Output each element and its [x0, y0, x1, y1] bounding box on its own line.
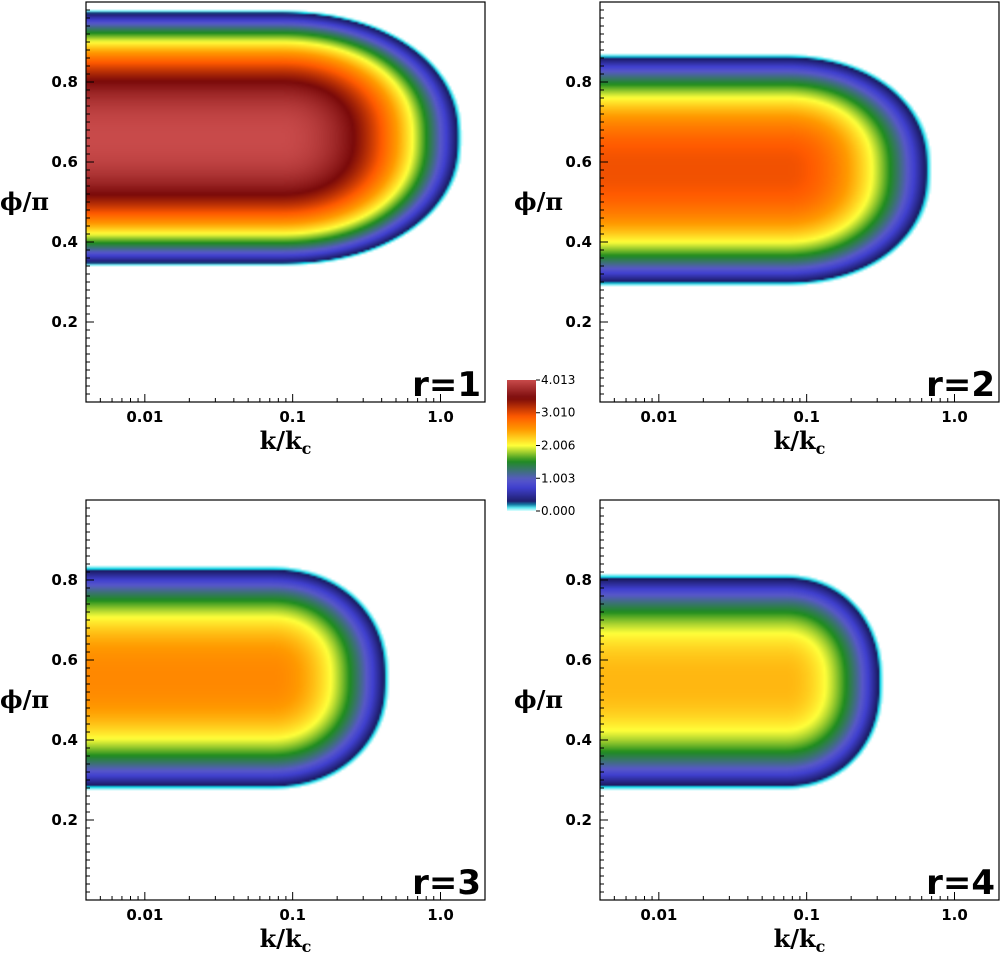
y-tick-label: 0.8	[565, 571, 592, 589]
x-tick-label: 0.1	[279, 408, 306, 426]
x-tick-label: 0.01	[640, 408, 677, 426]
x-tick-label: 0.01	[640, 906, 677, 924]
y-tick-label: 0.2	[565, 313, 592, 331]
heatmap-image	[86, 2, 485, 402]
y-tick-label: 0.6	[51, 153, 78, 171]
colorbar-gradient	[507, 380, 536, 511]
x-tick-label: 0.1	[793, 906, 820, 924]
y-tick-label: 0.2	[51, 313, 78, 331]
y-tick-label: 0.4	[51, 233, 78, 251]
x-tick-label: 1.0	[427, 408, 454, 426]
panel-label: r=4	[926, 863, 995, 903]
heatmap-panel-3: 0.01 0.1 1.0 0.2 0.4 0.6 0.8 k/kc ϕ/π r=3	[0, 499, 486, 953]
x-tick-label: 0.01	[126, 408, 163, 426]
y-tick-label: 0.8	[565, 73, 592, 91]
x-axis-label: k/kc	[774, 924, 826, 953]
x-tick-label: 0.1	[793, 408, 820, 426]
colorbar: 4.013 3.010 2.006 1.003 0.000	[507, 373, 575, 518]
y-axis-label: ϕ/π	[514, 685, 563, 714]
y-tick-label: 0.4	[51, 731, 78, 749]
y-axis-label: ϕ/π	[0, 685, 49, 714]
y-tick-label: 0.6	[565, 153, 592, 171]
panel-label: r=2	[926, 365, 995, 405]
y-tick-label: 0.6	[565, 651, 592, 669]
y-tick-label: 0.8	[51, 73, 78, 91]
x-tick-label: 1.0	[941, 906, 968, 924]
heatmap-image	[600, 2, 999, 402]
colorbar-tick-label: 3.010	[541, 406, 575, 420]
colorbar-tick-label: 4.013	[541, 373, 575, 387]
panel-label: r=3	[412, 863, 481, 903]
y-tick-label: 0.4	[565, 233, 592, 251]
heatmap-image	[86, 500, 485, 900]
y-tick-label: 0.4	[565, 731, 592, 749]
x-tick-label: 1.0	[427, 906, 454, 924]
x-tick-label: 0.1	[279, 906, 306, 924]
y-tick-label: 0.8	[51, 571, 78, 589]
y-tick-label: 0.2	[51, 811, 78, 829]
y-axis-label: ϕ/π	[514, 187, 563, 216]
x-tick-label: 1.0	[941, 408, 968, 426]
heatmap-panel-1: 0.01 0.1 1.0 0.2 0.4 0.6 0.8 k/kc ϕ/π r=1	[0, 1, 486, 458]
y-tick-label: 0.2	[565, 811, 592, 829]
y-axis-label: ϕ/π	[0, 187, 49, 216]
heatmap-panel-4: 0.01 0.1 1.0 0.2 0.4 0.6 0.8 k/kc ϕ/π r=4	[514, 499, 1000, 953]
x-axis-label: k/kc	[260, 426, 312, 458]
heatmap-panel-2: 0.01 0.1 1.0 0.2 0.4 0.6 0.8 k/kc ϕ/π r=2	[514, 1, 1000, 458]
colorbar-tick-label: 1.003	[541, 471, 575, 485]
y-tick-label: 0.6	[51, 651, 78, 669]
colorbar-tick-label: 2.006	[541, 439, 575, 453]
x-axis-label: k/kc	[774, 426, 826, 458]
x-axis-label: k/kc	[260, 924, 312, 953]
x-tick-label: 0.01	[126, 906, 163, 924]
heatmap-image	[600, 500, 999, 900]
colorbar-tick-label: 0.000	[541, 504, 575, 518]
panel-label: r=1	[412, 365, 481, 405]
